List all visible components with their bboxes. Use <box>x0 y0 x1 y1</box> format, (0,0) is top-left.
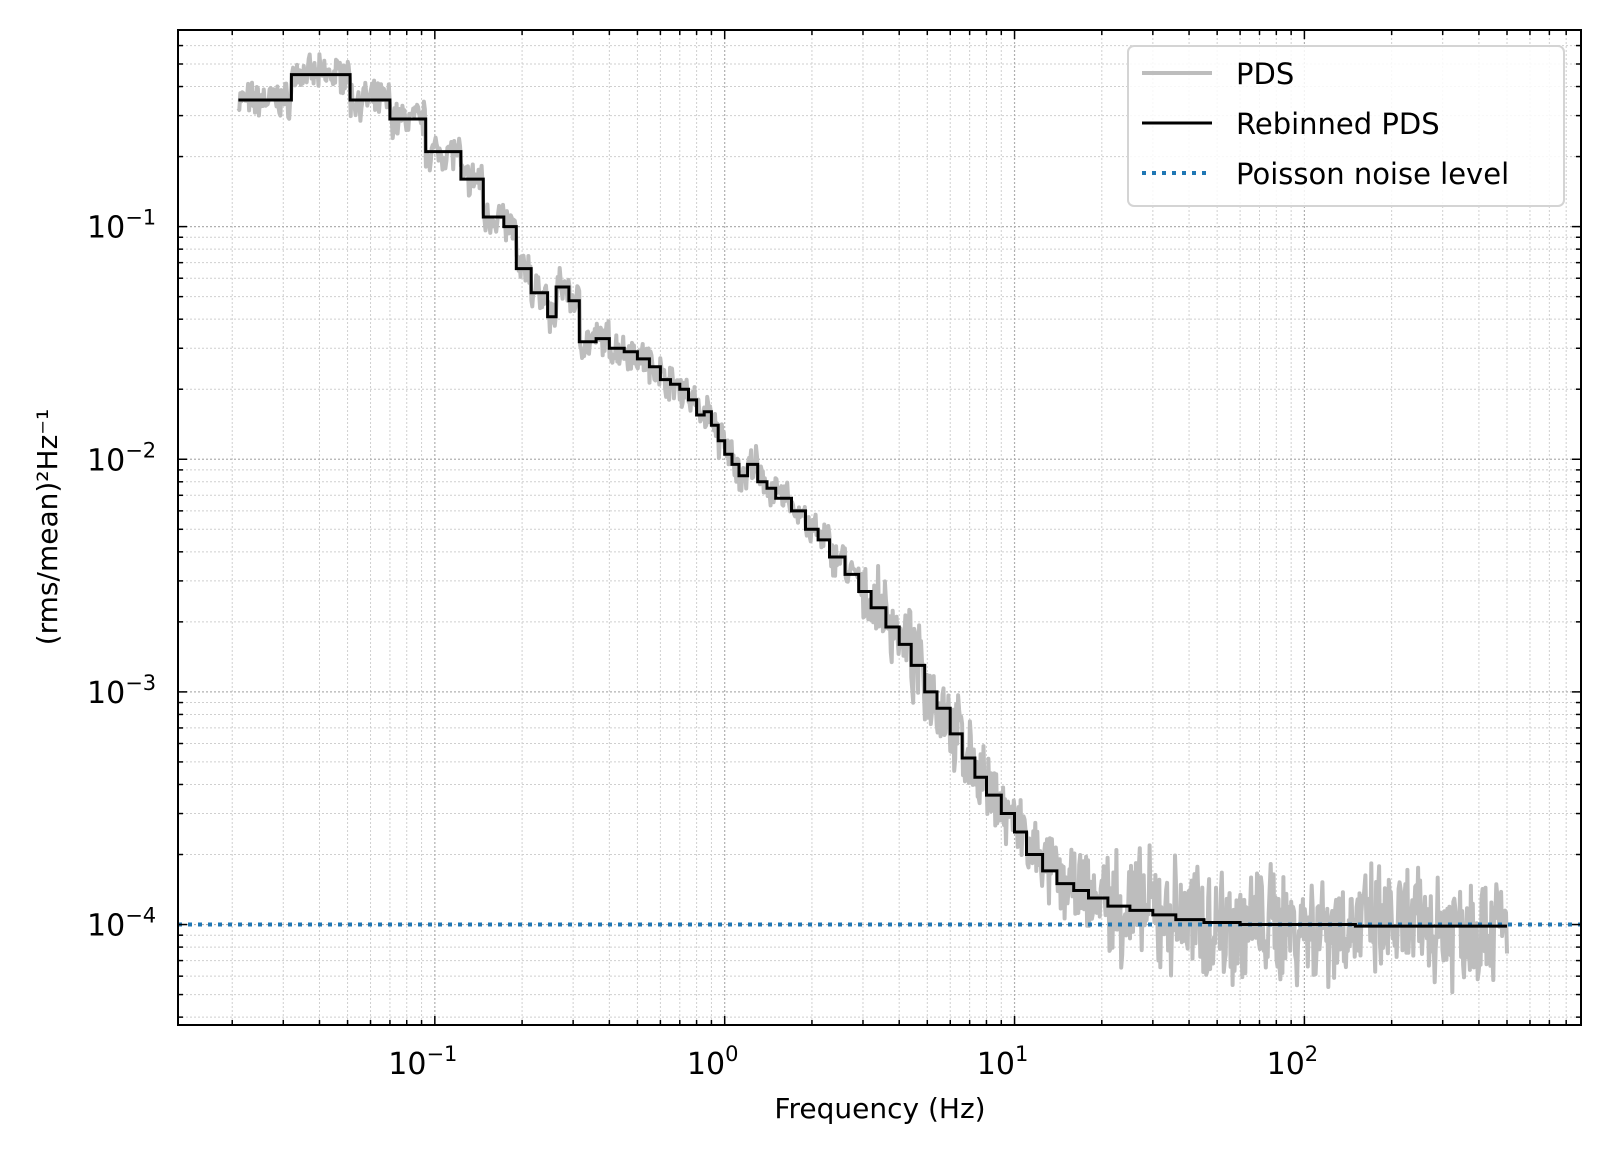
y-tick-label: 10−3 <box>87 671 156 711</box>
plot-frame <box>177 29 1582 1026</box>
x-tick-label: 10−1 <box>388 1042 457 1082</box>
pds-series <box>236 52 1509 995</box>
rebinned-pds-line <box>238 73 1507 928</box>
legend-box <box>1127 45 1565 207</box>
y-axis-title: (rms/mean)²Hz⁻¹ <box>31 409 64 646</box>
pds-line <box>236 52 1509 995</box>
x-tick-label: 100 <box>687 1042 739 1082</box>
legend-label-rebinned: Rebinned PDS <box>1236 107 1440 141</box>
legend-label-poisson: Poisson noise level <box>1236 157 1509 191</box>
legend-label-pds: PDS <box>1236 57 1294 91</box>
x-tick-label: 102 <box>1267 1042 1319 1082</box>
x-axis-title: Frequency (Hz) <box>774 1092 985 1125</box>
x-tick-label: 101 <box>977 1042 1029 1082</box>
y-axis-ticks: 10−1 10−2 10−3 10−4 <box>87 44 1581 1018</box>
x-axis-ticks: 10−1 100 101 102 <box>231 30 1582 1082</box>
rebinned-pds-series <box>238 73 1507 928</box>
y-tick-label: 10−4 <box>87 904 156 944</box>
legend: PDS Rebinned PDS Poisson noise level <box>1127 45 1565 207</box>
y-tick-label: 10−1 <box>87 206 156 246</box>
y-tick-label: 10−2 <box>87 438 156 478</box>
